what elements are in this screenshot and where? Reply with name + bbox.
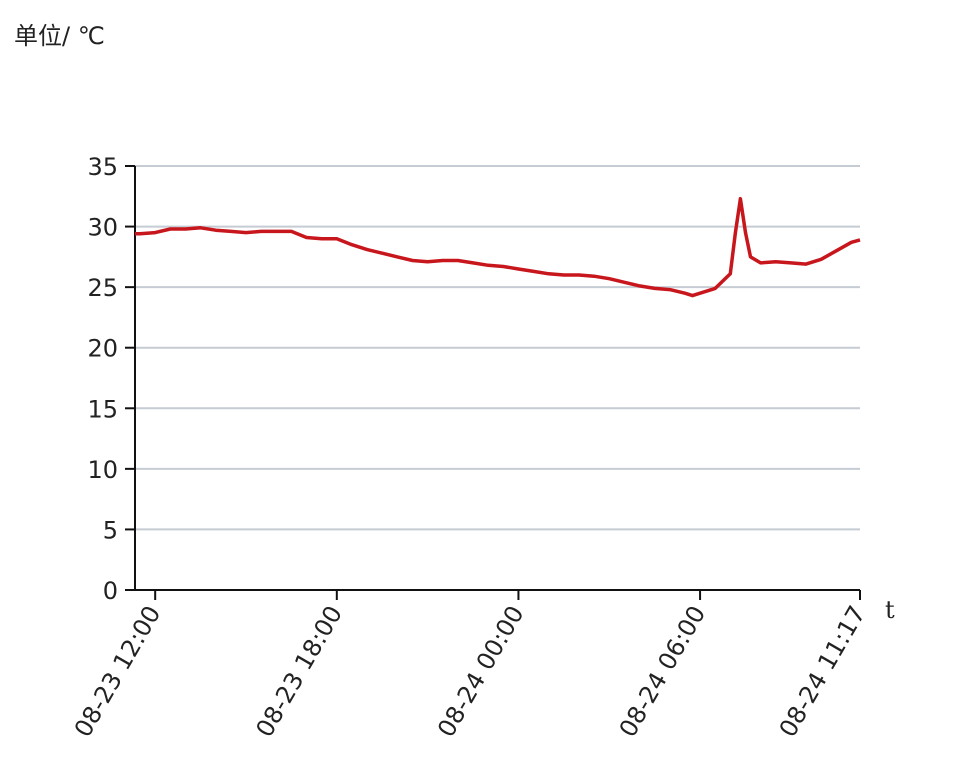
data-line bbox=[135, 196, 861, 298]
x-tick-label: 08-23 12:00 bbox=[69, 601, 167, 742]
y-tick-label: 20 bbox=[87, 335, 118, 363]
x-tick-label: 08-24 06:00 bbox=[614, 601, 712, 742]
y-tick-label: 0 bbox=[103, 577, 118, 605]
unit-label: 单位/ ℃ bbox=[14, 22, 105, 50]
y-tick-label: 25 bbox=[87, 274, 118, 302]
y-tick-label: 15 bbox=[87, 395, 118, 423]
x-tick-label: 08-24 00:00 bbox=[432, 601, 530, 742]
y-tick-label: 10 bbox=[87, 456, 118, 484]
y-tick-label: 30 bbox=[87, 214, 118, 242]
y-tick-label: 5 bbox=[103, 516, 118, 544]
y-tick-label: 35 bbox=[87, 153, 118, 181]
x-tick-label: 08-24 11:17 bbox=[774, 601, 872, 742]
x-axis-label: t bbox=[885, 596, 895, 624]
x-tick-label: 08-23 18:00 bbox=[250, 601, 348, 742]
